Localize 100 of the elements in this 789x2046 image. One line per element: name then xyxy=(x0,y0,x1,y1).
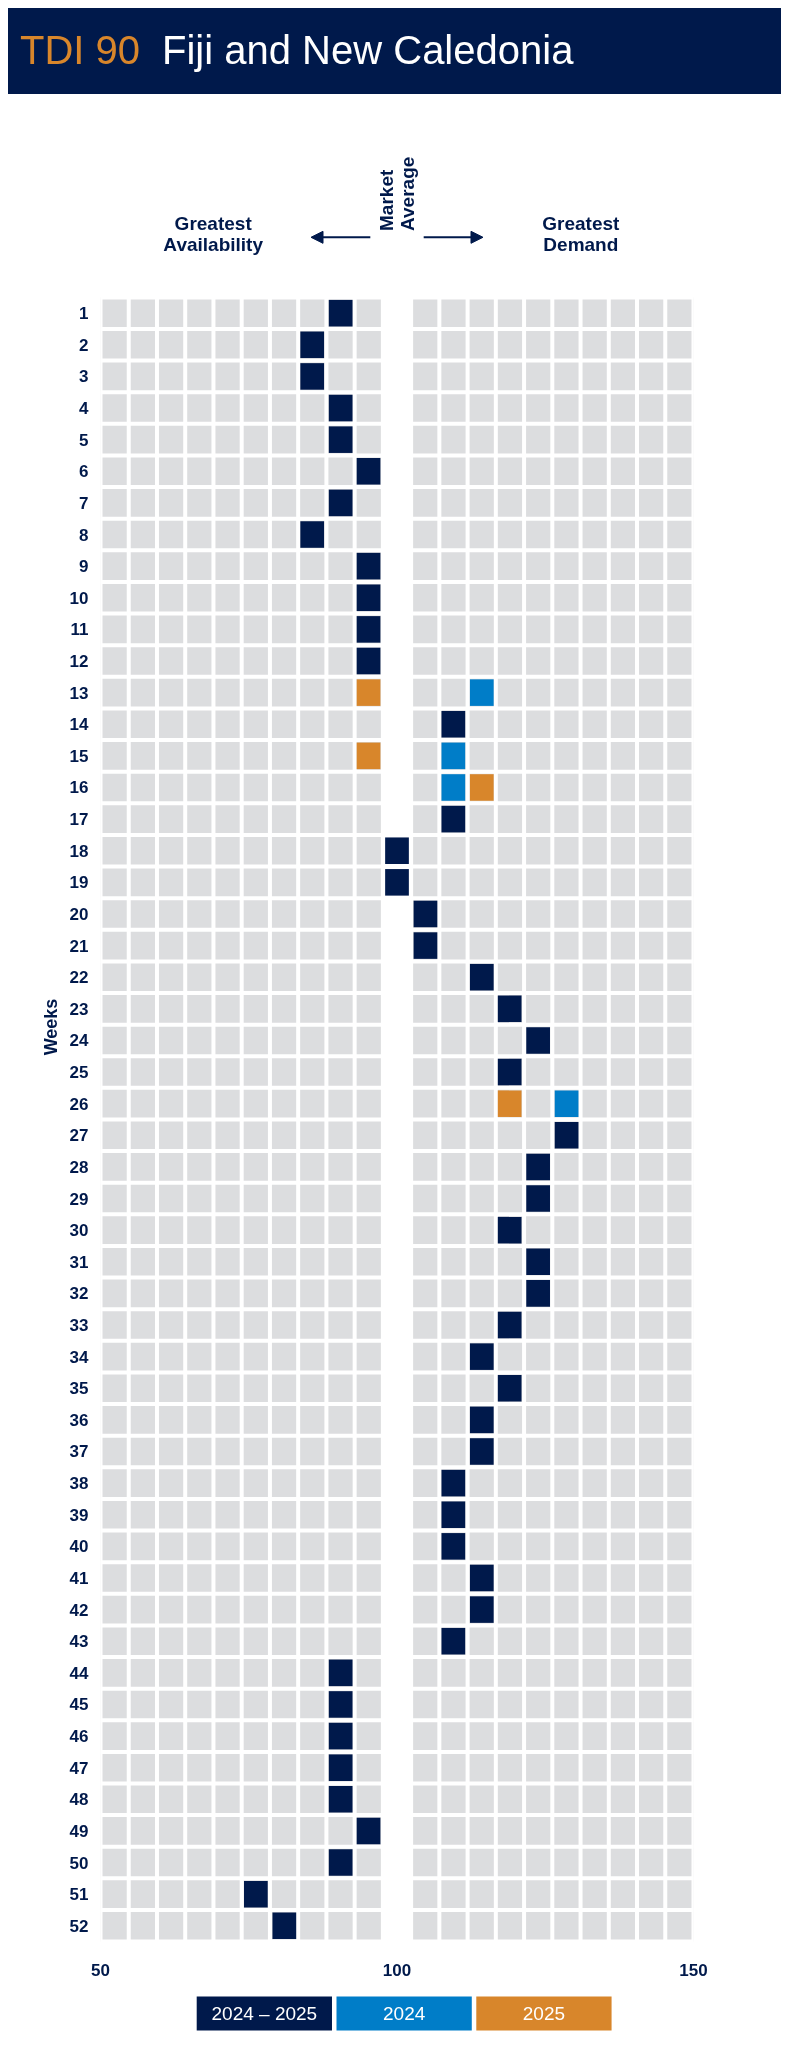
point xyxy=(413,900,438,928)
point xyxy=(328,1691,353,1718)
y-tick-label: 2 xyxy=(79,335,89,355)
point xyxy=(328,426,353,453)
y-tick-label: 30 xyxy=(69,1221,89,1241)
x-tick-label: 100 xyxy=(382,1960,412,1980)
y-tick-label: 31 xyxy=(69,1252,89,1272)
point xyxy=(413,932,438,959)
text: Greatest Availability xyxy=(163,213,264,256)
y-tick-label: 51 xyxy=(69,1885,89,1905)
y-tick-label: 3 xyxy=(79,367,89,387)
point xyxy=(469,1343,494,1370)
y-tick-label: 44 xyxy=(69,1663,90,1683)
y-tick-label: 10 xyxy=(69,588,89,608)
point xyxy=(469,679,494,706)
y-tick-label: 34 xyxy=(69,1347,90,1367)
y-tick-label: 28 xyxy=(69,1157,89,1177)
y-tick-label: 45 xyxy=(69,1695,89,1715)
y-tick-label: 49 xyxy=(69,1821,89,1841)
point xyxy=(497,1311,522,1339)
chart-title: Fiji and New Caledonia xyxy=(162,27,574,75)
point xyxy=(385,837,409,864)
point xyxy=(328,1754,353,1781)
point xyxy=(441,1627,466,1655)
point xyxy=(526,1185,550,1212)
x-tick-label: 150 xyxy=(679,1960,708,1980)
y-tick-label: 41 xyxy=(69,1568,89,1588)
point xyxy=(300,363,325,390)
point xyxy=(441,805,466,833)
point xyxy=(441,774,466,801)
point xyxy=(441,742,466,770)
point xyxy=(554,1122,579,1149)
point xyxy=(356,584,381,612)
point xyxy=(526,1248,550,1276)
point xyxy=(497,995,522,1023)
y-tick-label: 8 xyxy=(79,525,89,545)
y-tick-label: 39 xyxy=(69,1505,89,1525)
point xyxy=(272,1912,297,1940)
point xyxy=(328,299,353,327)
point xyxy=(328,394,353,422)
point xyxy=(554,1090,579,1117)
y-tick-label: 20 xyxy=(69,904,89,924)
point xyxy=(356,647,381,675)
point xyxy=(526,1280,550,1307)
y-tick-label: 21 xyxy=(69,936,89,956)
point xyxy=(469,1406,494,1434)
y-tick-label: 46 xyxy=(69,1727,89,1747)
text: Greatest Demand xyxy=(542,213,621,256)
point xyxy=(328,489,353,517)
y-tick-label: 36 xyxy=(69,1410,89,1430)
y-tick-label: 48 xyxy=(69,1790,89,1810)
y-tick-label: 25 xyxy=(69,1063,89,1083)
point xyxy=(469,963,494,991)
y-tick-label: 12 xyxy=(69,652,89,671)
text: 2025 xyxy=(522,2003,566,2024)
y-tick-label: 42 xyxy=(69,1600,89,1620)
y-tick-label: 40 xyxy=(69,1537,89,1557)
y-tick-label: 43 xyxy=(69,1632,89,1652)
point xyxy=(441,1469,466,1497)
text: 2024 xyxy=(383,2003,426,2024)
y-tick-label: 52 xyxy=(69,1916,89,1936)
y-tick-label: 24 xyxy=(69,1031,90,1051)
y-tick-label: 16 xyxy=(69,778,89,798)
y-tick-label: 26 xyxy=(69,1094,89,1114)
y-tick-label: 18 xyxy=(69,841,89,861)
point xyxy=(328,1722,353,1750)
y-tick-label: 38 xyxy=(69,1474,89,1494)
point xyxy=(356,458,381,485)
point xyxy=(441,710,466,738)
y-tick-label: 47 xyxy=(69,1758,89,1778)
y-tick-label: 15 xyxy=(69,746,89,766)
point xyxy=(469,1564,494,1592)
y-tick-label: 17 xyxy=(69,810,89,830)
y-tick-label: 35 xyxy=(69,1379,89,1399)
y-tick-label: 7 xyxy=(79,493,89,513)
point xyxy=(497,1374,522,1402)
point xyxy=(356,679,381,706)
text: 2024 – 2025 xyxy=(211,2003,318,2024)
y-tick-label: 27 xyxy=(69,1126,89,1146)
y-tick-label: 29 xyxy=(69,1189,89,1209)
point xyxy=(526,1153,550,1181)
point xyxy=(469,774,494,801)
point xyxy=(356,742,381,770)
y-tick-label: 4 xyxy=(79,399,90,419)
point xyxy=(469,1596,494,1623)
y-tick-label: 50 xyxy=(69,1853,89,1873)
y-tick-label: 6 xyxy=(79,462,89,482)
y-axis-title: Weeks xyxy=(40,998,61,1056)
point xyxy=(497,1058,522,1086)
y-tick-label: 19 xyxy=(69,873,89,893)
point xyxy=(356,616,381,643)
point xyxy=(469,1438,494,1465)
y-tick-label: 33 xyxy=(69,1316,89,1336)
y-tick-label: 9 xyxy=(79,557,89,577)
y-tick-label: 13 xyxy=(69,683,89,703)
y-tick-label: 32 xyxy=(69,1284,89,1304)
point xyxy=(356,552,381,580)
text: Market Average xyxy=(376,156,418,231)
point xyxy=(526,1027,550,1054)
point xyxy=(441,1501,466,1529)
